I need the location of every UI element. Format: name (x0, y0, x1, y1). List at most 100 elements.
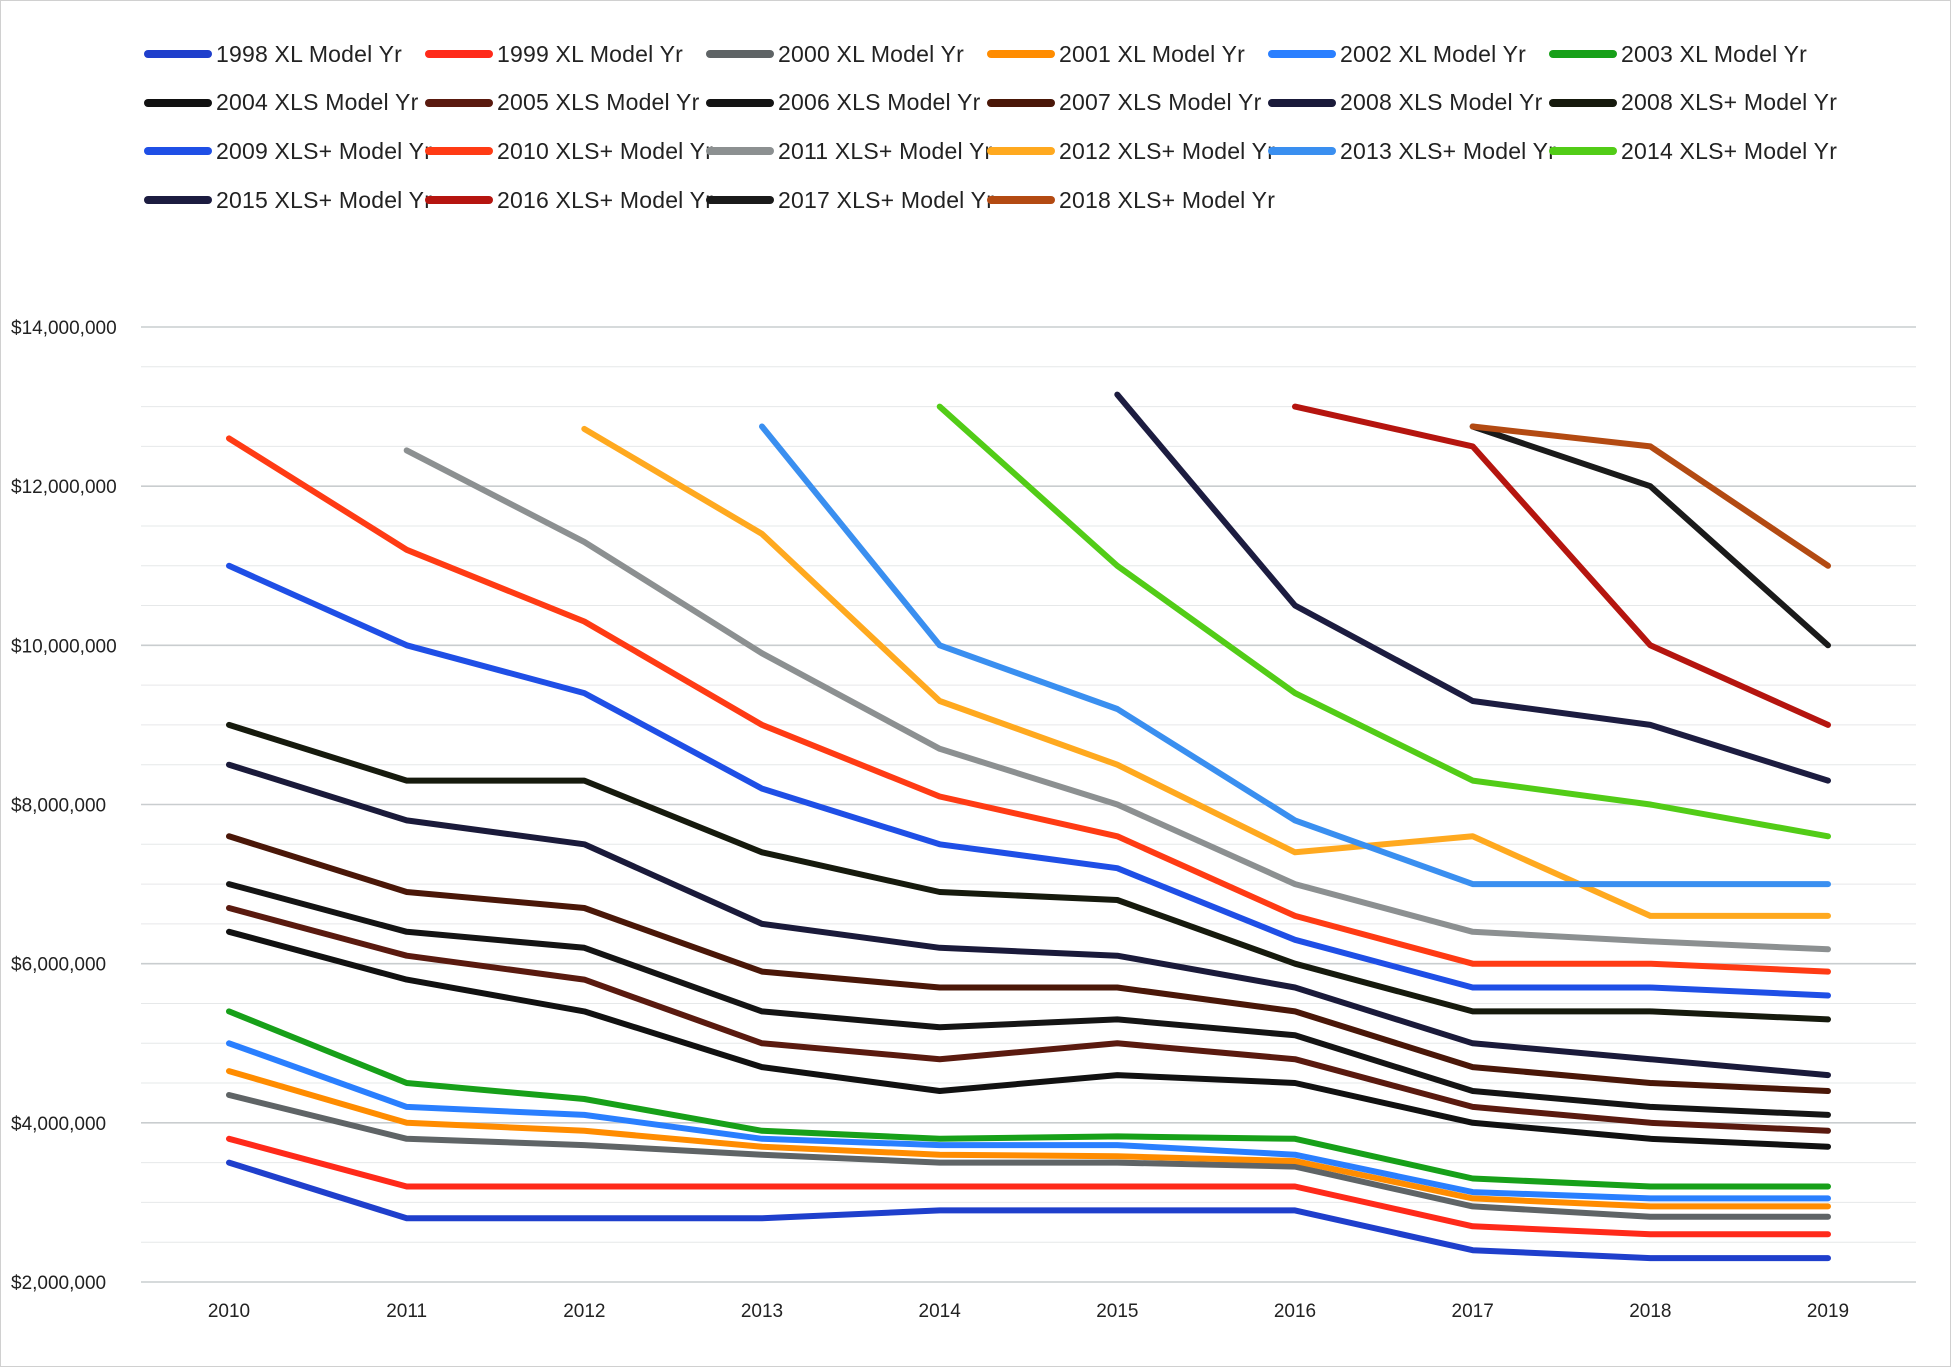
legend-label: 2004 XLS Model Yr (216, 89, 419, 116)
legend-label: 2000 XL Model Yr (778, 40, 965, 67)
series-line-16 (759, 423, 1831, 888)
legend-swatch (706, 196, 774, 205)
series-line-0 (226, 1159, 1831, 1262)
series-line-19 (1292, 403, 1831, 728)
legend-label: 2006 XLS Model Yr (778, 89, 981, 116)
legend-swatch (1268, 147, 1336, 156)
x-tick-label: 2011 (386, 1301, 427, 1322)
legend-item: 2013 XLS+ Model Yr (1268, 136, 1556, 166)
legend-swatch (1549, 98, 1617, 107)
legend-label: 2018 XLS+ Model Yr (1059, 186, 1276, 213)
legend-item: 2016 XLS+ Model Yr (425, 185, 713, 215)
x-tick-label: 2013 (741, 1301, 783, 1322)
legend-label: 2015 XLS+ Model Yr (216, 186, 433, 213)
legend-item: 1999 XL Model Yr (425, 39, 683, 69)
legend-item: 2017 XLS+ Model Yr (706, 185, 994, 215)
y-tick-label: $2,000,000 (11, 1273, 106, 1294)
legend-label: 2012 XLS+ Model Yr (1059, 137, 1276, 164)
legend-label: 2007 XLS Model Yr (1059, 89, 1262, 116)
legend-swatch (425, 147, 493, 156)
series-line-21 (1469, 423, 1831, 569)
legend-swatch (144, 147, 212, 156)
x-tick-label: 2015 (1096, 1301, 1138, 1322)
legend-label: 1998 XL Model Yr (216, 40, 403, 67)
y-tick-label: $8,000,000 (11, 796, 106, 817)
legend-item: 2006 XLS Model Yr (706, 88, 980, 118)
y-tick-label: $10,000,000 (11, 636, 117, 657)
legend-label: 2017 XLS+ Model Yr (778, 186, 995, 213)
legend-label: 2002 XL Model Yr (1340, 40, 1527, 67)
x-tick-label: 2010 (208, 1301, 250, 1322)
legend-item: 2003 XL Model Yr (1549, 39, 1807, 69)
legend-item: 2004 XLS Model Yr (144, 88, 418, 118)
legend-swatch (425, 196, 493, 205)
series-line-18 (1114, 391, 1831, 784)
legend-item: 2002 XL Model Yr (1268, 39, 1526, 69)
legend-item: 2008 XLS+ Model Yr (1549, 88, 1837, 118)
legend-item: 2015 XLS+ Model Yr (144, 185, 432, 215)
legend-label: 2001 XL Model Yr (1059, 40, 1246, 67)
x-tick-label: 2014 (919, 1301, 962, 1322)
legend-item: 2001 XL Model Yr (987, 39, 1245, 69)
legend-swatch (1268, 50, 1336, 58)
legend-swatch (144, 50, 212, 58)
series-line-14 (403, 447, 1831, 953)
series-line-1 (226, 1135, 1831, 1238)
legend-swatch (706, 50, 774, 58)
series-line-6 (226, 928, 1831, 1150)
series-line-12 (226, 562, 1831, 999)
legend-item: 2008 XLS Model Yr (1268, 88, 1542, 118)
legend-item: 2018 XLS+ Model Yr (987, 185, 1275, 215)
legend-swatch (1268, 98, 1336, 107)
y-tick-label: $12,000,000 (11, 477, 117, 498)
series-line-13 (226, 435, 1831, 975)
legend-swatch (706, 147, 774, 156)
x-tick-label: 2019 (1807, 1301, 1849, 1322)
legend-label: 2013 XLS+ Model Yr (1340, 137, 1557, 164)
legend-swatch (1549, 50, 1617, 58)
x-tick-label: 2017 (1452, 1301, 1494, 1322)
legend-swatch (425, 50, 493, 58)
x-tick-label: 2018 (1629, 1301, 1671, 1322)
series-line-15 (581, 425, 1831, 919)
legend-label: 2016 XLS+ Model Yr (497, 186, 714, 213)
legend-label: 2010 XLS+ Model Yr (497, 137, 714, 164)
legend-label: 2008 XLS+ Model Yr (1621, 89, 1838, 116)
y-tick-label: $14,000,000 (11, 318, 117, 339)
legend-swatch (987, 196, 1055, 205)
series-line-9 (226, 833, 1831, 1094)
x-tick-label: 2012 (563, 1301, 605, 1322)
legend-label: 2014 XLS+ Model Yr (1621, 137, 1838, 164)
legend-label: 2011 XLS+ Model Yr (778, 137, 993, 164)
legend-swatch (425, 98, 493, 107)
legend-item: 1998 XL Model Yr (144, 39, 402, 69)
series-line-2 (226, 1092, 1831, 1220)
legend-swatch (987, 98, 1055, 107)
legend-item: 2005 XLS Model Yr (425, 88, 699, 118)
legend-swatch (987, 50, 1055, 58)
legend-item: 2000 XL Model Yr (706, 39, 964, 69)
series-line-20 (1469, 423, 1831, 649)
series-line-8 (226, 881, 1831, 1118)
legend-swatch (1549, 147, 1617, 156)
legend-item: 2012 XLS+ Model Yr (987, 136, 1275, 166)
series-line-3 (226, 1068, 1831, 1210)
legend-swatch (987, 147, 1055, 156)
series-line-5 (226, 1008, 1831, 1190)
legend-swatch (144, 196, 212, 205)
series-line-11 (226, 721, 1831, 1023)
series-line-10 (226, 761, 1831, 1079)
series-line-7 (226, 905, 1831, 1134)
legend-item: 2014 XLS+ Model Yr (1549, 136, 1837, 166)
legend-label: 2009 XLS+ Model Yr (216, 137, 433, 164)
legend-label: 2008 XLS Model Yr (1340, 89, 1543, 116)
legend-swatch (706, 98, 774, 107)
legend-label: 2005 XLS Model Yr (497, 89, 700, 116)
legend-label: 2003 XL Model Yr (1621, 40, 1808, 67)
y-tick-label: $6,000,000 (11, 955, 106, 976)
series-line-17 (936, 403, 1831, 840)
x-tick-label: 2016 (1274, 1301, 1316, 1322)
series-line-4 (226, 1040, 1831, 1202)
